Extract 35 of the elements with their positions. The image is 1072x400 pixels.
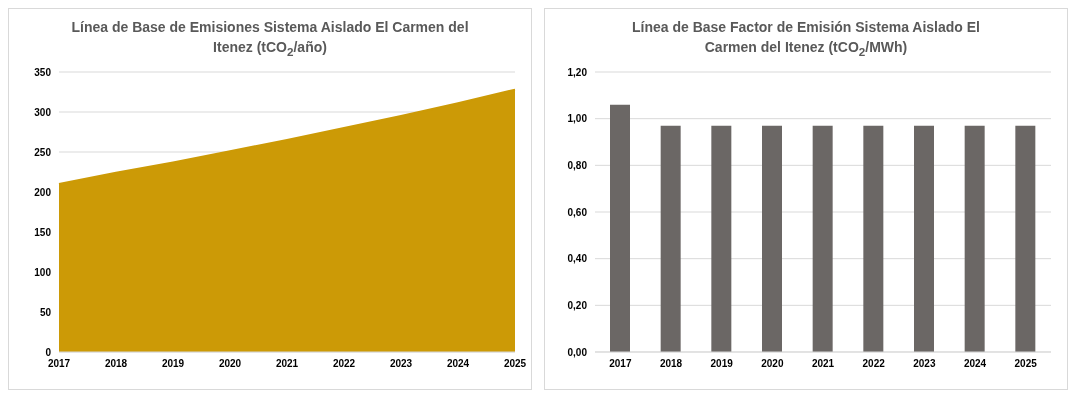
x-tick-label: 2021: [811, 357, 835, 369]
y-tick-label: 350: [34, 66, 52, 78]
y-tick-label: 150: [34, 226, 52, 238]
x-tick-label: 2021: [275, 357, 299, 369]
x-tick-label: 2023: [389, 357, 413, 369]
x-tick-label: 2024: [963, 357, 987, 369]
x-tick-label: 2020: [218, 357, 242, 369]
y-tick-label: 300: [34, 106, 52, 118]
y-tick-label: 250: [34, 146, 52, 158]
x-tick-label: 2022: [862, 357, 886, 369]
y-tick-label: 1,00: [567, 113, 588, 125]
y-tick-label: 0,80: [567, 159, 588, 171]
x-tick-label: 2023: [913, 357, 936, 369]
x-tick-label: 2017: [47, 357, 71, 369]
y-tick-label: 0: [45, 346, 52, 358]
y-tick-label: 100: [34, 266, 52, 278]
x-tick-label: 2025: [1014, 357, 1038, 369]
x-tick-label: 2022: [332, 357, 356, 369]
y-tick-label: 0,60: [567, 206, 588, 218]
y-tick-label: 0,20: [567, 299, 588, 311]
chart-title: Línea de Base de Emisiones Sistema Aislado El Carmen del Itenez (tCO$_{2}$/año): [70, 18, 470, 60]
x-tick-label: 2018: [659, 357, 683, 369]
x-tick-label: 2017: [609, 357, 632, 369]
x-tick-label: 2019: [710, 357, 734, 369]
x-tick-label: 2025: [503, 357, 527, 369]
y-tick-label: 1,20: [567, 66, 588, 78]
y-tick-label: 50: [39, 306, 52, 318]
x-tick-label: 2019: [161, 357, 185, 369]
chart-title: Línea de Base Factor de Emisión Sistema Aislado El Carmen del Itenez (tCO$_{2}$/MWh): [630, 18, 981, 60]
x-tick-label: 2020: [761, 357, 784, 369]
y-tick-label: 200: [34, 186, 52, 198]
y-tick-label: 0,00: [567, 346, 588, 358]
x-tick-label: 2018: [104, 357, 128, 369]
x-tick-label: 2024: [446, 357, 470, 369]
y-tick-label: 0,40: [567, 253, 588, 265]
